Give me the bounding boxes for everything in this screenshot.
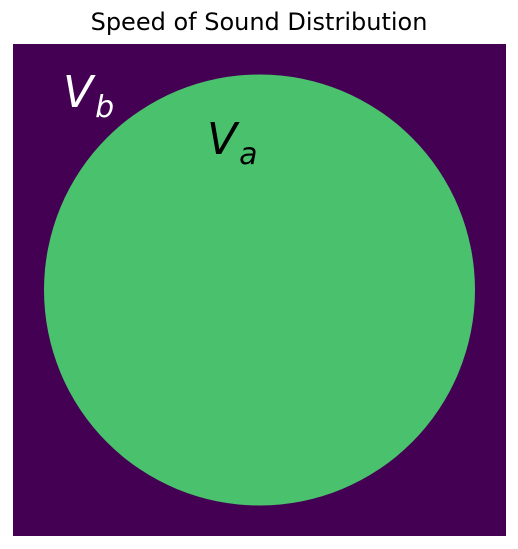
inclusion-region-label: Va <box>207 118 258 170</box>
speed-of-sound-map <box>13 44 506 536</box>
inclusion-label-main: V <box>207 114 238 165</box>
background-label-main: V <box>63 67 94 118</box>
background-label-subscript: b <box>95 90 115 125</box>
background-region-label: Vb <box>63 71 114 123</box>
inclusion-region <box>44 74 475 506</box>
figure-title: Speed of Sound Distribution <box>90 8 428 36</box>
inclusion-label-subscript: a <box>239 137 258 172</box>
